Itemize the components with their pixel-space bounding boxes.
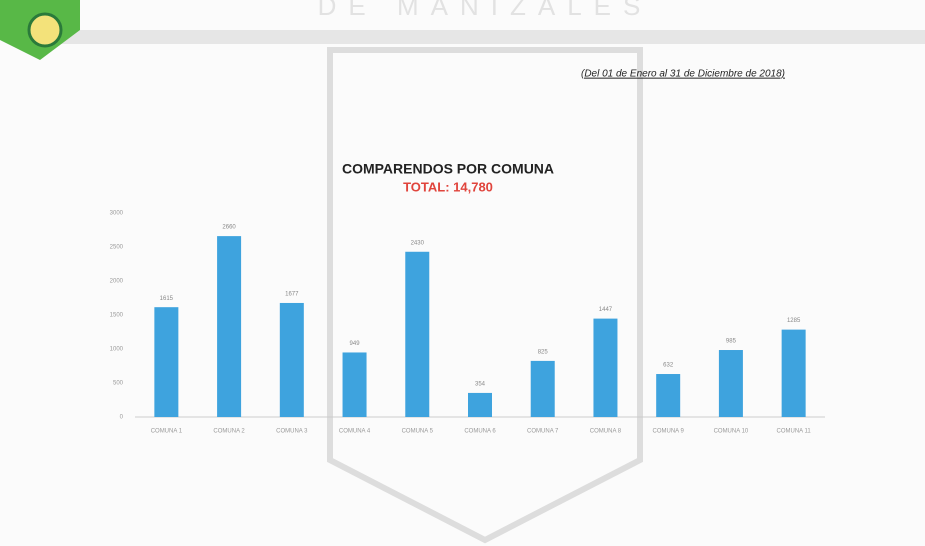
chart-subtitle: TOTAL: 14,780 <box>403 179 493 194</box>
value-label: 1615 <box>160 296 174 302</box>
value-label: 2660 <box>222 225 236 231</box>
x-tick-label: COMUNA 4 <box>339 429 371 435</box>
bar <box>217 236 242 417</box>
value-label: 985 <box>726 339 737 345</box>
value-label: 825 <box>538 349 549 355</box>
bar <box>279 302 304 417</box>
bar <box>342 352 367 417</box>
x-tick-label: COMUNA 10 <box>714 429 749 435</box>
chart-title: COMPARENDOS POR COMUNA <box>342 161 554 177</box>
watermark-text: DE MANIZALES <box>318 0 653 21</box>
y-tick-label: 2500 <box>110 245 124 251</box>
logo <box>27 12 63 48</box>
x-tick-label: COMUNA 1 <box>151 429 183 435</box>
bar <box>405 251 430 417</box>
bar <box>718 350 743 417</box>
x-tick-label: COMUNA 6 <box>464 429 496 435</box>
watermark-shield <box>327 47 643 544</box>
bar <box>781 329 806 417</box>
bar <box>656 374 681 417</box>
x-tick-label: COMUNA 2 <box>213 429 245 435</box>
y-tick-label: 0 <box>120 415 124 421</box>
y-tick-label: 500 <box>113 381 124 387</box>
header-band <box>60 30 925 44</box>
y-tick-label: 3000 <box>110 211 124 217</box>
value-label: 949 <box>350 341 361 347</box>
x-tick-label: COMUNA 5 <box>402 429 434 435</box>
bar <box>468 392 492 417</box>
x-tick-label: COMUNA 8 <box>590 429 622 435</box>
value-label: 2430 <box>411 240 425 246</box>
y-tick-label: 1500 <box>110 313 124 319</box>
bar <box>593 318 618 417</box>
x-tick-label: COMUNA 11 <box>777 429 812 435</box>
value-label: 1677 <box>285 292 299 298</box>
value-label: 354 <box>475 382 486 388</box>
value-label: 1285 <box>787 318 801 324</box>
y-tick-label: 1000 <box>110 347 124 353</box>
bar <box>154 307 179 417</box>
x-tick-label: COMUNA 3 <box>276 429 308 435</box>
bar <box>530 360 555 417</box>
x-tick-label: COMUNA 9 <box>653 429 685 435</box>
x-tick-label: COMUNA 7 <box>527 429 559 435</box>
value-label: 632 <box>663 363 674 369</box>
y-tick-label: 2000 <box>110 279 124 285</box>
date-range: (Del 01 de Enero al 31 de Diciembre de 2… <box>581 69 785 80</box>
value-label: 1447 <box>599 307 613 313</box>
